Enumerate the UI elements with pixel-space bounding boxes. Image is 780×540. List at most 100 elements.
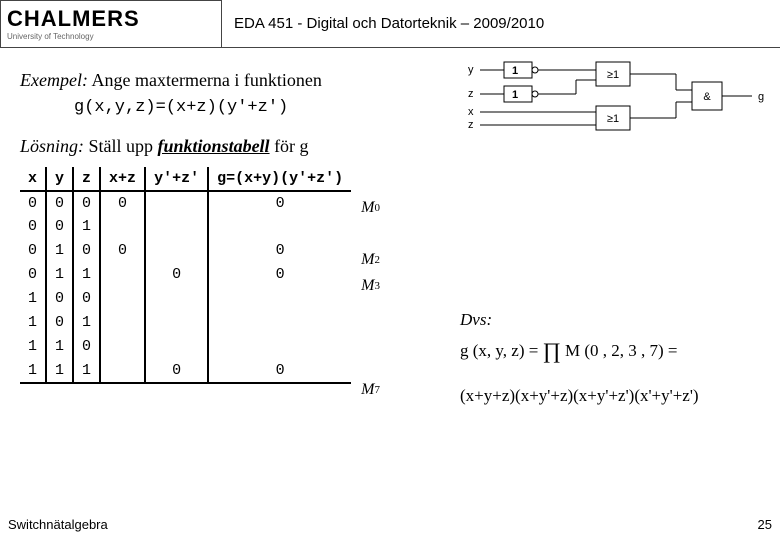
table-cell	[208, 287, 351, 311]
table-cell: 0	[208, 239, 351, 263]
table-header: y	[46, 167, 73, 191]
table-cell: 0	[208, 263, 351, 287]
maxterm-label	[351, 299, 380, 325]
table-cell: 0	[20, 263, 46, 287]
table-cell: 0	[145, 263, 208, 287]
table-header: y'+z'	[145, 167, 208, 191]
table-row: 01100	[20, 263, 351, 287]
table-cell	[208, 311, 351, 335]
table-cell: 1	[46, 335, 73, 359]
example-text: Ange maxtermerna i funktionen	[88, 70, 322, 90]
table-row: 11100	[20, 359, 351, 383]
not-gate-1: 1	[512, 65, 518, 77]
table-cell: 0	[20, 191, 46, 215]
table-row: 001	[20, 215, 351, 239]
table-cell: 1	[73, 311, 100, 335]
table-cell: 0	[73, 239, 100, 263]
table-cell	[145, 311, 208, 335]
output-g-label: g	[758, 91, 764, 103]
table-cell: 1	[20, 311, 46, 335]
table-cell: 0	[208, 359, 351, 383]
table-cell: 1	[73, 215, 100, 239]
table-row: 101	[20, 311, 351, 335]
table-cell: 0	[100, 239, 145, 263]
table-cell: 0	[100, 191, 145, 215]
table-cell	[145, 239, 208, 263]
maxterm-label: M0	[351, 195, 380, 221]
footer-left: Switchnätalgebra	[8, 517, 108, 532]
solution-emph: funktionstabell	[158, 136, 270, 156]
example-block: Exempel: Ange maxtermerna i funktionen g…	[20, 68, 420, 120]
table-cell: 1	[73, 359, 100, 383]
maxterm-label: M7	[351, 377, 380, 403]
table-cell: 0	[46, 311, 73, 335]
maxterm-label	[351, 221, 380, 247]
table-row: 110	[20, 335, 351, 359]
logo-main-text: CHALMERS	[7, 6, 215, 32]
and-gate: &	[703, 91, 711, 103]
table-cell: 0	[73, 287, 100, 311]
slide-header: CHALMERS University of Technology EDA 45…	[0, 0, 780, 48]
or-gate-1: ≥1	[607, 69, 619, 81]
table-header: z	[73, 167, 100, 191]
logo-sub-text: University of Technology	[7, 32, 215, 41]
example-label: Exempel:	[20, 70, 88, 90]
input-x-label: x	[468, 106, 474, 118]
table-header: g=(x+y)(y'+z')	[208, 167, 351, 191]
table-cell: 0	[46, 191, 73, 215]
table-cell	[145, 287, 208, 311]
logo-box: CHALMERS University of Technology	[0, 0, 222, 48]
table-cell: 0	[73, 335, 100, 359]
maxterm-label: M3	[351, 273, 380, 299]
example-formula: g(x,y,z)=(x+z)(y'+z')	[74, 98, 288, 117]
table-cell: 1	[73, 263, 100, 287]
table-cell	[145, 335, 208, 359]
result-pre: g (x, y, z) =	[460, 341, 543, 360]
table-cell: 0	[208, 191, 351, 215]
table-cell: 1	[20, 359, 46, 383]
table-cell: 1	[46, 239, 73, 263]
header-title: EDA 451 - Digital och Datorteknik – 2009…	[222, 15, 544, 32]
or-gate-2: ≥1	[607, 113, 619, 125]
maxterm-column: M0 M2M3 M7	[351, 167, 380, 403]
table-row: 01000	[20, 239, 351, 263]
table-cell: 1	[46, 359, 73, 383]
result-expansion: (x+y+z)(x+y'+z)(x+y'+z')(x'+y'+z')	[460, 386, 699, 405]
truth-table: xyzx+zy'+z'g=(x+y)(y'+z') 00000001010000…	[20, 167, 351, 384]
not-gate-2: 1	[512, 89, 518, 101]
table-cell: 1	[20, 335, 46, 359]
table-cell: 1	[20, 287, 46, 311]
input-z2-label: z	[468, 119, 474, 131]
table-cell	[100, 359, 145, 383]
table-cell: 0	[20, 239, 46, 263]
input-z-label: z	[468, 88, 474, 100]
solution-label: Lösning:	[20, 136, 84, 156]
table-cell	[100, 335, 145, 359]
table-row: 00000	[20, 191, 351, 215]
result-block: Dvs: g (x, y, z) = ∏ M (0 , 2, 3 , 7) = …	[460, 306, 699, 410]
footer-right: 25	[758, 517, 772, 532]
solution-text: Ställ upp	[84, 136, 158, 156]
solution-after: för g	[270, 136, 309, 156]
circuit-diagram: y 1 z 1 ≥1 x z ≥1 & g	[466, 60, 766, 150]
table-header: x+z	[100, 167, 145, 191]
table-cell	[100, 287, 145, 311]
table-header: x	[20, 167, 46, 191]
slide-footer: Switchnätalgebra 25	[0, 517, 780, 532]
table-cell: 1	[46, 263, 73, 287]
table-row: 100	[20, 287, 351, 311]
maxterm-label	[351, 351, 380, 377]
maxterm-label: M2	[351, 247, 380, 273]
table-cell: 0	[145, 359, 208, 383]
table-cell	[100, 263, 145, 287]
table-cell: 0	[46, 287, 73, 311]
table-cell	[100, 215, 145, 239]
table-cell	[100, 311, 145, 335]
result-mid: M (0 , 2, 3 , 7) =	[561, 341, 678, 360]
table-cell	[145, 191, 208, 215]
table-cell: 0	[20, 215, 46, 239]
table-cell	[208, 215, 351, 239]
table-cell	[145, 215, 208, 239]
table-cell: 0	[46, 215, 73, 239]
input-y-label: y	[468, 64, 474, 76]
